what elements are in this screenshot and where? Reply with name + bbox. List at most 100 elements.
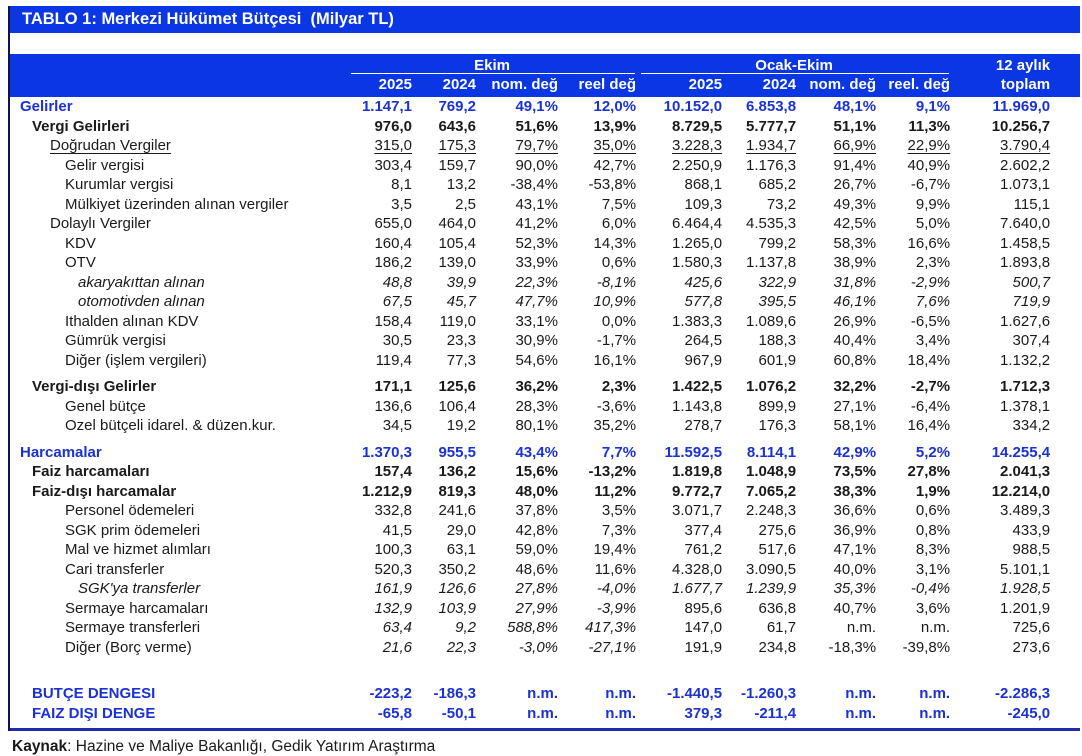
cell-value: 47,1%: [833, 541, 877, 558]
cell-value: 278,7: [684, 417, 723, 434]
cell-value: 819,3: [438, 482, 476, 500]
budget-table: Ekim Ocak-Ekim 12 aylık 2025 2024 nom. d…: [10, 54, 1081, 723]
column-group-ocak-ekim: Ocak-Ekim: [638, 54, 953, 75]
cell-value: 6.853,8: [746, 98, 797, 115]
cell-value: 136,6: [374, 397, 412, 415]
cell-value: 48,8: [382, 273, 412, 291]
cell-value: 1.712,3: [1000, 378, 1051, 395]
cell-value: -3,0%: [518, 638, 558, 656]
table-title-bar: TABLO 1: Merkezi Hükümet Bütçesi (Milyar…: [10, 6, 1080, 33]
cell-value: 13,2: [446, 176, 476, 193]
table-row: KDV 160,4 105,4 52,3% 14,3% 1.265,0 799,2 58,3%…: [10, 234, 1080, 254]
row-label: FAIZ DIŞI DENGE: [32, 704, 156, 722]
cell-value: 105,4: [438, 234, 476, 252]
cell-value: n.m.: [527, 685, 558, 702]
table-row: Cari transferler 520,3 350,2 48,6% 11,6% 4.32…: [10, 560, 1080, 580]
cell-value: 10,9%: [593, 293, 637, 310]
cell-value: 45,7: [446, 293, 476, 310]
cell-value: 159,7: [438, 156, 476, 174]
cell-value: 2,3%: [601, 378, 637, 395]
cell-value: 1.073,1: [1000, 176, 1051, 193]
cell-value: 2.041,3: [1000, 463, 1051, 480]
table-row: SGK'ya transferler 161,9 126,6 27,8% -4,0% 1.…: [10, 579, 1080, 599]
cell-value: 158,4: [374, 312, 412, 330]
cell-value: 11.969,0: [992, 98, 1051, 115]
cell-value: -3,9%: [596, 599, 637, 617]
cell-value: 160,4: [374, 234, 412, 252]
row-label: SGK prim ödemeleri: [65, 521, 201, 539]
cell-value: -18,3%: [828, 638, 877, 656]
cell-value: 22,3: [446, 638, 476, 656]
table-row: Personel ödemeleri 332,8 241,6 37,8% 3,5% 3.0…: [10, 501, 1080, 521]
cell-value: 77,3: [446, 351, 476, 369]
col-ekim-reel-deg: reel değ: [560, 75, 639, 97]
cell-value: 3,1%: [915, 560, 951, 578]
cell-value: -3,6%: [596, 397, 637, 415]
cell-value: -1,7%: [596, 332, 637, 349]
col-ocak-2025: 2025: [638, 75, 725, 97]
cell-value: 1.422,5: [672, 378, 723, 395]
cell-value: 41,2%: [515, 215, 558, 232]
column-group-12aylik: 12 aylık: [952, 54, 1081, 75]
cell-value: -13,2%: [588, 463, 637, 480]
cell-value: 11,3%: [908, 117, 951, 135]
row-label: SGK'ya transferler: [78, 580, 201, 597]
cell-value: 42,8%: [515, 521, 558, 539]
cell-value: 22,3%: [515, 273, 558, 291]
cell-value: 417,3%: [585, 619, 637, 636]
table-row: Faiz harcamaları 157,4 136,2 15,6% -13,2% 1.8…: [10, 462, 1080, 482]
cell-value: 26,7%: [833, 176, 877, 193]
cell-value: 1.928,5: [1000, 580, 1051, 597]
cell-value: 125,6: [438, 378, 476, 395]
col-ekim-2024: 2024: [414, 75, 478, 97]
cell-value: 955,5: [438, 443, 476, 461]
row-label: Cari transferler: [65, 560, 165, 578]
cell-value: 577,8: [684, 293, 723, 310]
cell-value: 10.256,7: [991, 117, 1051, 135]
row-label: Diğer (Borç verme): [65, 638, 192, 656]
cell-value: 29,0: [446, 521, 476, 539]
cell-value: 315,0: [374, 137, 412, 154]
cell-value: 601,9: [758, 351, 797, 369]
cell-value: 7,7%: [601, 443, 637, 461]
table-row: Kurumlar vergisi 8,1 13,2 -38,4% -53,8% 868,1…: [10, 175, 1080, 195]
col-ocak-nom-deg: nom. değ: [798, 75, 879, 97]
cell-value: 9,2: [455, 619, 476, 636]
cell-value: 36,6%: [833, 502, 877, 519]
row-label: otomotivden alınan: [78, 293, 205, 310]
cell-value: 60,8%: [833, 351, 877, 369]
cell-value: 63,4: [382, 619, 412, 636]
cell-value: 1.132,2: [1000, 351, 1051, 369]
table-row: BUTÇE DENGESI -223,2 -186,3 n.m. n.m. -1.440,…: [10, 657, 1080, 704]
table-row: Sermaye transferleri 63,4 9,2 588,8% 417,3% 1…: [10, 618, 1080, 638]
cell-value: 1.627,6: [1000, 312, 1051, 330]
cell-value: 40,7%: [833, 599, 877, 617]
col-ocak-2024: 2024: [724, 75, 799, 97]
row-label: Genel bütçe: [65, 397, 146, 415]
cell-value: 3,6%: [915, 599, 951, 617]
table-row: Genel bütçe 136,6 106,4 28,3% -3,6% 1.143,8 89…: [10, 397, 1080, 417]
table-row: Ozel bütçeli idarel. & düzen.kur. 34,5 19,…: [10, 416, 1080, 436]
cell-value: 1.048,9: [746, 463, 797, 480]
cell-value: 7,6%: [915, 293, 951, 310]
table-row: Diğer (Borç verme) 21,6 22,3 -3,0% -27,1% 191…: [10, 638, 1080, 658]
cell-value: 63,1: [446, 541, 476, 558]
cell-value: 43,4%: [515, 443, 558, 461]
cell-value: 109,3: [684, 195, 723, 213]
label-column-spacer: [10, 75, 348, 97]
cell-value: 725,6: [1012, 619, 1051, 636]
cell-value: 103,9: [438, 599, 476, 617]
cell-value: 379,3: [684, 704, 723, 722]
table-row: Gelir vergisi 303,4 159,7 90,0% 42,7% 2.250,9…: [10, 156, 1080, 176]
cell-value: 1,9%: [915, 482, 951, 500]
cell-value: 0,8%: [915, 521, 951, 539]
cell-value: 31,8%: [833, 273, 877, 291]
cell-value: n.m.: [845, 704, 877, 722]
cell-value: 3.228,3: [672, 137, 723, 154]
cell-value: 36,2%: [515, 378, 558, 395]
cell-value: 35,3%: [833, 580, 877, 597]
table-row: Faiz-dışı harcamalar 1.212,9 819,3 48,0% 11,…: [10, 482, 1080, 502]
cell-value: 11,6%: [594, 560, 637, 578]
cell-value: 1.212,9: [361, 482, 412, 500]
cell-value: -2,7%: [910, 378, 951, 395]
